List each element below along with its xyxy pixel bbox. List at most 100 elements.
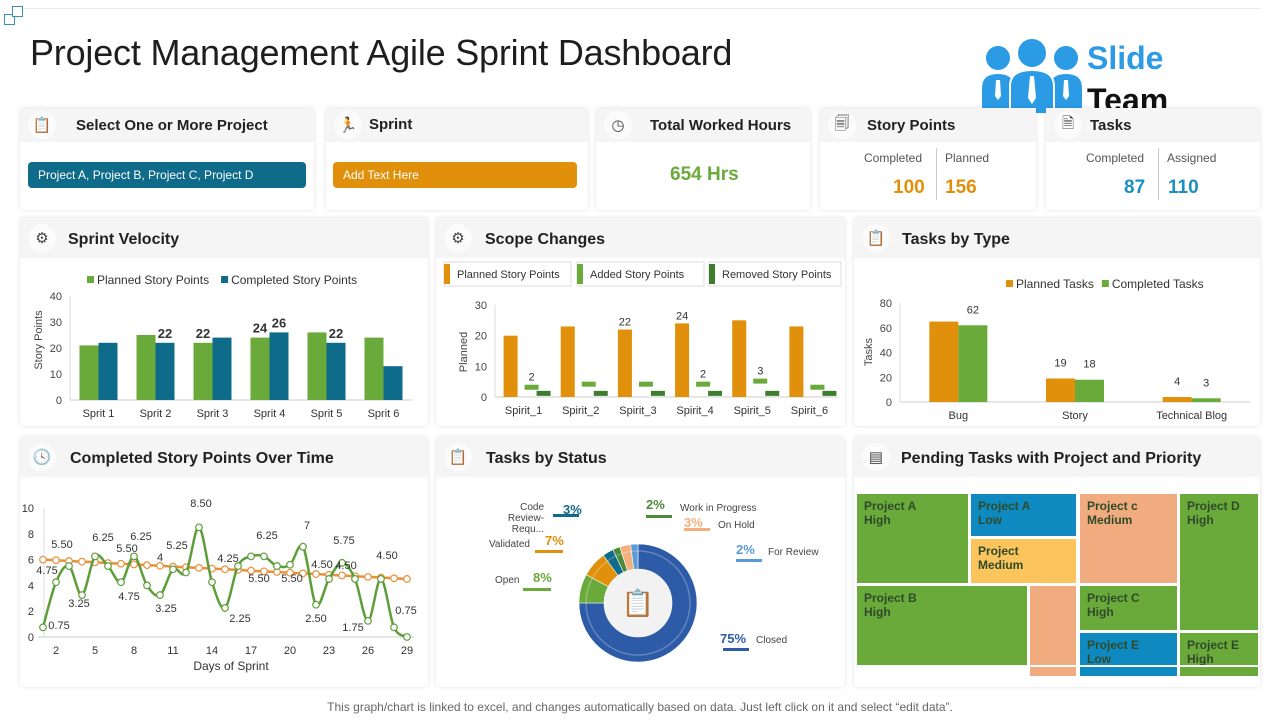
label-underline	[723, 648, 749, 651]
status-label: For Review	[768, 547, 819, 558]
document-icon: 🗎	[1054, 111, 1082, 139]
running-person-icon: 🏃	[334, 111, 362, 139]
panel-title: Scope Changes	[485, 231, 606, 248]
tasks-by-type-panel: 📋 Tasks by Type	[854, 218, 1260, 426]
report-search-icon: 📋	[28, 111, 56, 139]
cell-priority: High	[1087, 605, 1114, 619]
label-underline	[523, 588, 551, 591]
assigned-label: Assigned	[1167, 151, 1217, 165]
total-hours-value: 654 Hrs	[670, 164, 739, 185]
server-icon: ▤	[862, 443, 890, 471]
cell-priority: High	[864, 605, 891, 619]
cell-project: Project A	[864, 499, 917, 513]
panel-title: Sprint Velocity	[68, 231, 180, 248]
status-percent: 2%	[646, 497, 665, 512]
card-title: Select One or More Project	[76, 117, 268, 134]
treemap-cell[interactable]: Project Medium	[969, 537, 1078, 585]
treemap-cell[interactable]: Project A Low	[969, 492, 1078, 538]
story-points-card: 🗐 Story Points Completed Planned 100 156	[820, 108, 1036, 210]
logo-text-slide: Slide	[1087, 40, 1164, 76]
treemap-cell[interactable]: Project E Low	[1078, 631, 1179, 678]
checklist-icon: 📋	[444, 443, 472, 471]
cell-priority: High	[864, 513, 891, 527]
tasks-assigned: 110	[1168, 177, 1199, 198]
sprint-card: 🏃 Sprint Add Text Here	[326, 108, 588, 210]
clipboard-icon: 📋	[862, 224, 890, 252]
top-divider	[20, 8, 1260, 9]
label-underline	[684, 528, 710, 531]
status-percent: 75%	[720, 631, 747, 646]
project-select-card: 📋 Select One or More Project Project A, …	[20, 108, 314, 210]
treemap-cell[interactable]: Project c Medium	[1078, 492, 1179, 585]
status-label: Open	[495, 575, 520, 586]
cell-project: Project E	[1187, 638, 1240, 652]
cell-priority: High	[1187, 513, 1214, 527]
card-title: Tasks	[1090, 117, 1132, 134]
status-label: Validated	[489, 539, 530, 550]
cell-priority: High	[1187, 652, 1214, 666]
status-percent: 2%	[736, 542, 755, 557]
card-title: Sprint	[369, 116, 413, 133]
label-underline	[553, 514, 579, 517]
status-percent: 3%	[684, 515, 703, 530]
tasks-completed: 87	[1124, 177, 1146, 198]
document-megaphone-icon: 🗐	[828, 111, 856, 139]
status-percent: 3%	[563, 502, 582, 517]
gear-icon: ⚙	[444, 224, 472, 252]
panel-title: Tasks by Type	[902, 231, 1010, 248]
panel-title: Pending Tasks with Project and Priority	[901, 450, 1202, 467]
cell-project: Project D	[1187, 499, 1240, 513]
team-people-icon	[982, 37, 1082, 115]
cell-priority: Low	[1087, 652, 1111, 666]
completed-label: Completed	[1086, 151, 1145, 165]
scope-changes-panel: ⚙ Scope Changes	[436, 218, 845, 426]
story-points-planned: 156	[945, 177, 977, 198]
treemap-cell[interactable]	[1028, 584, 1078, 678]
label-underline	[646, 515, 672, 518]
cell-project: Project B	[864, 591, 917, 605]
clock-computer-icon: ◷	[604, 111, 632, 139]
clock-icon: 🕓	[28, 443, 56, 471]
treemap-cell[interactable]: Project D High	[1178, 492, 1260, 632]
cell-priority: Low	[978, 513, 1002, 527]
panel-title: Tasks by Status	[486, 450, 607, 467]
footer-note: This graph/chart is linked to excel, and…	[327, 700, 953, 714]
project-select-dropdown[interactable]: Project A, Project B, Project C, Project…	[28, 162, 306, 188]
card-title: Total Worked Hours	[650, 117, 792, 134]
treemap-cell[interactable]: Project A High	[855, 492, 970, 585]
cell-project: Project A	[978, 499, 1031, 513]
label-underline	[535, 550, 563, 553]
tasks-by-status-panel: 📋 Tasks by Status	[436, 437, 845, 687]
tasks-card: 🗎 Tasks Completed Assigned 87 110	[1046, 108, 1260, 210]
sprint-input[interactable]: Add Text Here	[333, 162, 577, 188]
status-percent: 7%	[545, 533, 564, 548]
treemap-cell[interactable]: Project C High	[1078, 584, 1179, 632]
status-label: Work in Progress	[680, 503, 757, 514]
total-hours-card: ◷ Total Worked Hours 654 Hrs	[596, 108, 810, 210]
cell-priority: Medium	[978, 558, 1024, 572]
card-title: Story Points	[867, 117, 956, 134]
treemap-divider	[855, 665, 1260, 667]
slide-team-logo: Slide Team	[982, 36, 1182, 118]
panel-title: Completed Story Points Over Time	[70, 450, 334, 467]
story-points-completed: 100	[893, 177, 925, 198]
completed-label: Completed	[864, 151, 923, 165]
cell-project: Project c	[1087, 499, 1138, 513]
planned-label: Planned	[945, 151, 990, 165]
cell-project: Project C	[1087, 591, 1140, 605]
cell-project: Project	[978, 544, 1019, 558]
page-title: Project Management Agile Sprint Dashboar…	[30, 32, 733, 73]
status-percent: 8%	[533, 570, 552, 585]
status-label: Code Review-Requ...	[507, 502, 544, 535]
status-label: Closed	[756, 635, 788, 646]
label-underline	[736, 559, 762, 562]
cell-priority: Medium	[1087, 513, 1133, 527]
status-label: On Hold	[718, 520, 755, 531]
sprint-velocity-panel: ⚙ Sprint Velocity	[20, 218, 428, 426]
speedometer-icon: ⚙	[28, 224, 56, 252]
treemap-cell[interactable]: Project E High	[1178, 631, 1260, 678]
treemap-cell[interactable]: Project B High	[855, 584, 1029, 668]
cell-project: Project E	[1087, 638, 1140, 652]
completed-over-time-panel: 🕓 Completed Story Points Over Time	[20, 437, 428, 687]
window-corner-icon	[4, 6, 26, 28]
